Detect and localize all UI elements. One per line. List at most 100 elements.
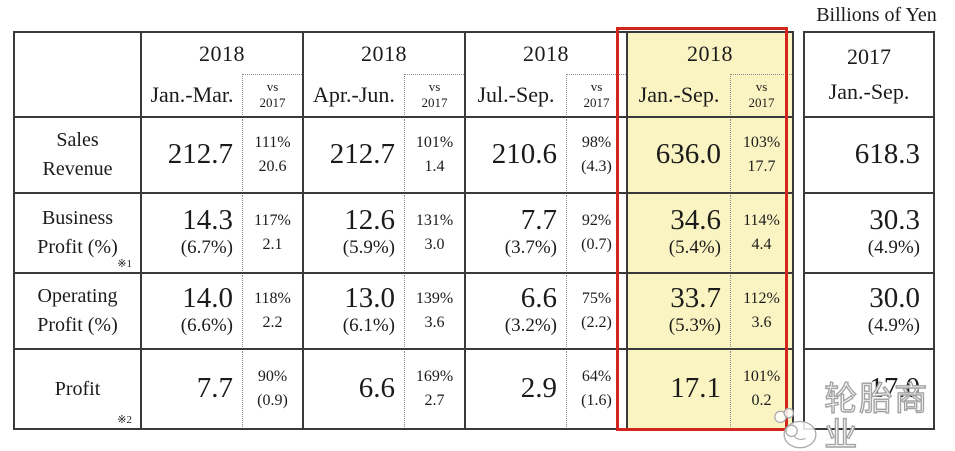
- row-label-line2: Profit (%): [37, 314, 118, 336]
- value-cell: 14.3 (6.7%) 117% 2.1: [140, 192, 304, 274]
- vs-change: 4.4: [751, 236, 772, 253]
- vs-ratio: 117%: [254, 212, 291, 229]
- table-row-profit: Profit ※2 7.7 90% (0.9) 6.6 169% 2.7 2.9 6…: [13, 348, 794, 430]
- amount: 17.1: [670, 372, 721, 405]
- vs-year-text: 2017: [421, 95, 448, 110]
- vs-ratio: 101%: [742, 368, 781, 385]
- vs-ratio: 169%: [415, 368, 454, 385]
- footnote-marker: ※1: [117, 258, 132, 270]
- vs-text: vs: [428, 78, 441, 94]
- amount: 7.7: [520, 204, 557, 236]
- vs-change: 3.6: [751, 314, 772, 331]
- vs-2017-header: vs 2017: [242, 74, 302, 115]
- header-group-jan-mar: 2018 Jan.-Mar. vs 2017: [140, 31, 304, 118]
- vs-ratio: 64%: [581, 368, 612, 385]
- vs-ratio: 139%: [415, 290, 454, 307]
- vs-cell: 98% (4.3): [566, 119, 626, 191]
- value-cell: 7.7 90% (0.9): [140, 348, 304, 430]
- amount: 17.0: [869, 372, 920, 405]
- amount: 636.0: [655, 138, 721, 171]
- prior-year-label: 2017: [847, 43, 891, 69]
- amount: 12.6: [344, 204, 395, 236]
- vs-change: (1.6): [581, 392, 612, 409]
- value-cell: 6.6 169% 2.7: [302, 348, 466, 430]
- vs-change: (4.3): [581, 158, 612, 175]
- vs-2017-header: vs 2017: [404, 74, 464, 115]
- value-cell-highlighted: 636.0 103% 17.7: [626, 116, 794, 194]
- vs-text: vs: [590, 78, 603, 94]
- vs-ratio: 118%: [254, 290, 291, 307]
- value-cell: 12.6 (5.9%) 131% 3.0: [302, 192, 466, 274]
- row-label-sales-revenue: Sales Revenue: [13, 116, 142, 194]
- vs-cell: 64% (1.6): [566, 351, 626, 427]
- vs-ratio: 103%: [742, 134, 781, 151]
- amount: 212.7: [167, 138, 233, 171]
- vs-cell: 92% (0.7): [566, 195, 626, 271]
- header-row: 2018 Jan.-Mar. vs 2017 2018 Apr.-Jun.: [13, 31, 794, 118]
- vs-change: 3.0: [424, 236, 445, 253]
- prior-value-cell: 30.3 (4.9%): [803, 192, 935, 274]
- vs-cell: 117% 2.1: [242, 195, 302, 271]
- vs-cell: 169% 2.7: [404, 351, 464, 427]
- period-label: Jan.-Mar.: [150, 81, 234, 107]
- amount: 34.6: [670, 204, 721, 236]
- header-group-apr-jun: 2018 Apr.-Jun. vs 2017: [302, 31, 466, 118]
- row-label-operating-profit: Operating Profit (%): [13, 272, 142, 350]
- vs-ratio: 90%: [257, 368, 288, 385]
- value-cell: 212.7 111% 20.6: [140, 116, 304, 194]
- vs-ratio: 101%: [415, 134, 454, 151]
- value-cell-highlighted: 17.1 101% 0.2: [626, 348, 794, 430]
- prior-value-cell: 30.0 (4.9%): [803, 272, 935, 350]
- vs-cell: 75% (2.2): [566, 275, 626, 347]
- vs-cell: 118% 2.2: [242, 275, 302, 347]
- vs-cell: 101% 0.2: [730, 351, 792, 427]
- amount: 6.6: [358, 372, 395, 405]
- table-row-sales-revenue: Sales Revenue 212.7 111% 20.6 212.7 101% 1…: [13, 116, 794, 194]
- amount: 30.0: [869, 282, 920, 314]
- vs-ratio: 131%: [415, 212, 454, 229]
- vs-ratio: 112%: [743, 290, 780, 307]
- vs-ratio: 98%: [581, 134, 612, 151]
- year-label: 2018: [199, 41, 245, 66]
- amount: 14.3: [182, 204, 233, 236]
- amount: 7.7: [196, 372, 233, 405]
- prior-value-cell: 17.0: [803, 348, 935, 430]
- margin: (4.9%): [867, 315, 920, 337]
- year-label: 2018: [523, 41, 569, 66]
- footnote-marker: ※2: [117, 414, 132, 426]
- vs-change: (2.2): [581, 314, 612, 331]
- vs-cell: 139% 3.6: [404, 275, 464, 347]
- amount: 2.9: [520, 372, 557, 405]
- vs-change: (0.7): [581, 236, 612, 253]
- value-cell-highlighted: 34.6 (5.4%) 114% 4.4: [626, 192, 794, 274]
- prior-header-cell: 2017 Jan.-Sep.: [803, 31, 935, 118]
- margin: (6.1%): [342, 315, 395, 337]
- amount: 618.3: [854, 138, 920, 171]
- vs-ratio: 92%: [581, 212, 612, 229]
- vs-ratio: 75%: [581, 290, 612, 307]
- value-cell: 6.6 (3.2%) 75% (2.2): [464, 272, 628, 350]
- amount: 212.7: [329, 138, 395, 171]
- vs-change: 3.6: [424, 314, 445, 331]
- sheep-logo-icon: [774, 407, 817, 448]
- watermark-text: 轮胎商业: [824, 379, 930, 451]
- prior-value-cell: 618.3: [803, 116, 935, 194]
- vs-cell: 131% 3.0: [404, 195, 464, 271]
- vs-year-text: 2017: [259, 95, 286, 110]
- vs-cell: 112% 3.6: [730, 275, 792, 347]
- margin: (6.7%): [180, 237, 233, 259]
- value-cell: 212.7 101% 1.4: [302, 116, 466, 194]
- row-label-line1: Operating: [37, 285, 118, 307]
- value-cell: 7.7 (3.7%) 92% (0.7): [464, 192, 628, 274]
- year-label: 2018: [361, 41, 407, 66]
- margin: (5.4%): [668, 237, 721, 259]
- row-label-line1: Profit: [54, 377, 101, 400]
- value-cell: 210.6 98% (4.3): [464, 116, 628, 194]
- vs-cell: 90% (0.9): [242, 351, 302, 427]
- vs-cell: 111% 20.6: [242, 119, 302, 191]
- corner-cell: [13, 31, 142, 118]
- vs-change: 17.7: [747, 158, 776, 175]
- vs-change: 1.4: [424, 158, 445, 175]
- value-cell: 2.9 64% (1.6): [464, 348, 628, 430]
- value-cell: 14.0 (6.6%) 118% 2.2: [140, 272, 304, 350]
